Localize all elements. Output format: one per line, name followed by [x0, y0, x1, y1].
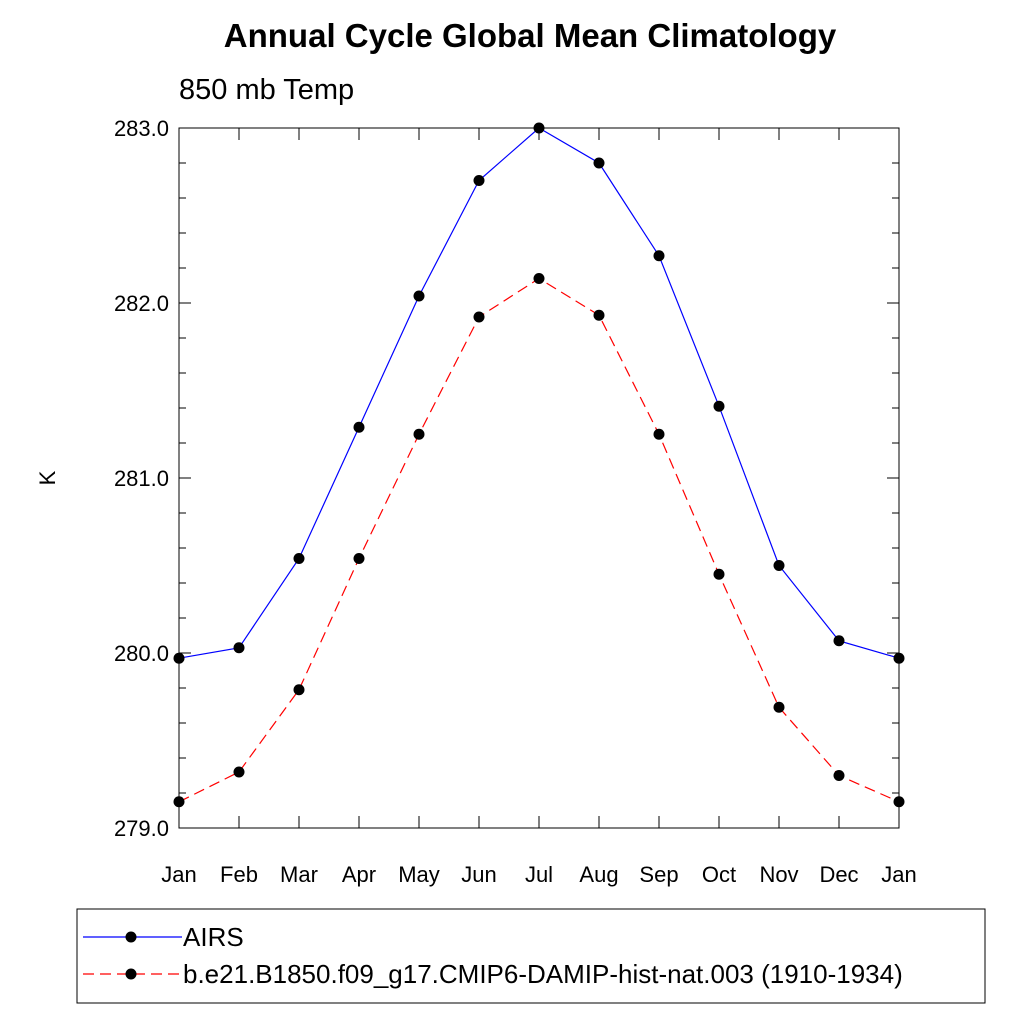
series-0-point — [533, 122, 545, 134]
chart-subtitle: 850 mb Temp — [179, 74, 354, 106]
series-1-point — [893, 796, 905, 808]
x-tick-label: Jan — [881, 862, 916, 887]
series-1-point — [773, 701, 785, 713]
x-tick-label: Feb — [220, 862, 258, 887]
plot-frame — [178, 127, 900, 829]
series-0-point — [893, 652, 905, 664]
x-tick-label: Oct — [702, 862, 736, 887]
series-1-point — [473, 311, 485, 323]
series-0-point — [233, 642, 245, 654]
series-0-point — [833, 635, 845, 647]
series-1-point — [353, 553, 365, 564]
legend-box — [76, 908, 986, 1004]
axis-ticks: 279.0 280.0 281.0 282.0 283.0 Jan Feb Mar Apr May… — [114, 116, 917, 887]
legend-label-1: b.e21.B1850.f09_g17.CMIP6-DAMIP-hist-nat… — [183, 959, 903, 989]
legend-marker-1 — [125, 968, 137, 980]
x-tick-label: Nov — [759, 862, 798, 887]
x-tick-label: Aug — [579, 862, 618, 887]
series-1-point — [593, 309, 605, 321]
series-1-point — [653, 428, 665, 440]
x-tick-label: Jul — [525, 862, 553, 887]
series-0-point — [353, 421, 365, 433]
chart-title: Annual Cycle Global Mean Climatology — [224, 17, 837, 54]
series-0-point — [473, 175, 485, 186]
legend: AIRS b.e21.B1850.f09_g17.CMIP6-DAMIP-hist… — [76, 908, 986, 1004]
x-tick-label: May — [398, 862, 440, 887]
series-line-1 — [178, 277, 900, 803]
series-0-point — [593, 157, 605, 169]
series-line-0 — [178, 127, 900, 659]
series-1-point — [413, 428, 425, 440]
y-tick-label: 283.0 — [114, 116, 169, 141]
series-0-point — [713, 400, 725, 412]
series-layer — [173, 122, 905, 808]
series-1-point — [533, 273, 545, 284]
series-1-point — [833, 770, 845, 781]
legend-marker-0 — [125, 931, 137, 943]
y-tick-label: 282.0 — [114, 291, 169, 316]
legend-label-0: AIRS — [183, 922, 244, 952]
series-0-point — [413, 290, 425, 302]
series-1-point — [293, 684, 305, 696]
series-1-point — [173, 796, 185, 808]
series-0-point — [173, 652, 185, 664]
y-tick-label: 280.0 — [114, 641, 169, 666]
series-0-point — [653, 250, 665, 262]
x-tick-label: Jun — [461, 862, 496, 887]
y-axis-label: K — [35, 470, 60, 485]
series-0-point — [773, 560, 785, 571]
series-1-point — [233, 766, 245, 778]
series-0-point — [293, 553, 305, 564]
x-tick-label: Mar — [280, 862, 318, 887]
x-tick-label: Jan — [161, 862, 196, 887]
y-tick-label: 279.0 — [114, 816, 169, 841]
x-tick-label: Dec — [819, 862, 858, 887]
x-tick-label: Apr — [342, 862, 376, 887]
x-tick-label: Sep — [639, 862, 678, 887]
series-1-point — [713, 568, 725, 580]
y-tick-label: 281.0 — [114, 466, 169, 491]
